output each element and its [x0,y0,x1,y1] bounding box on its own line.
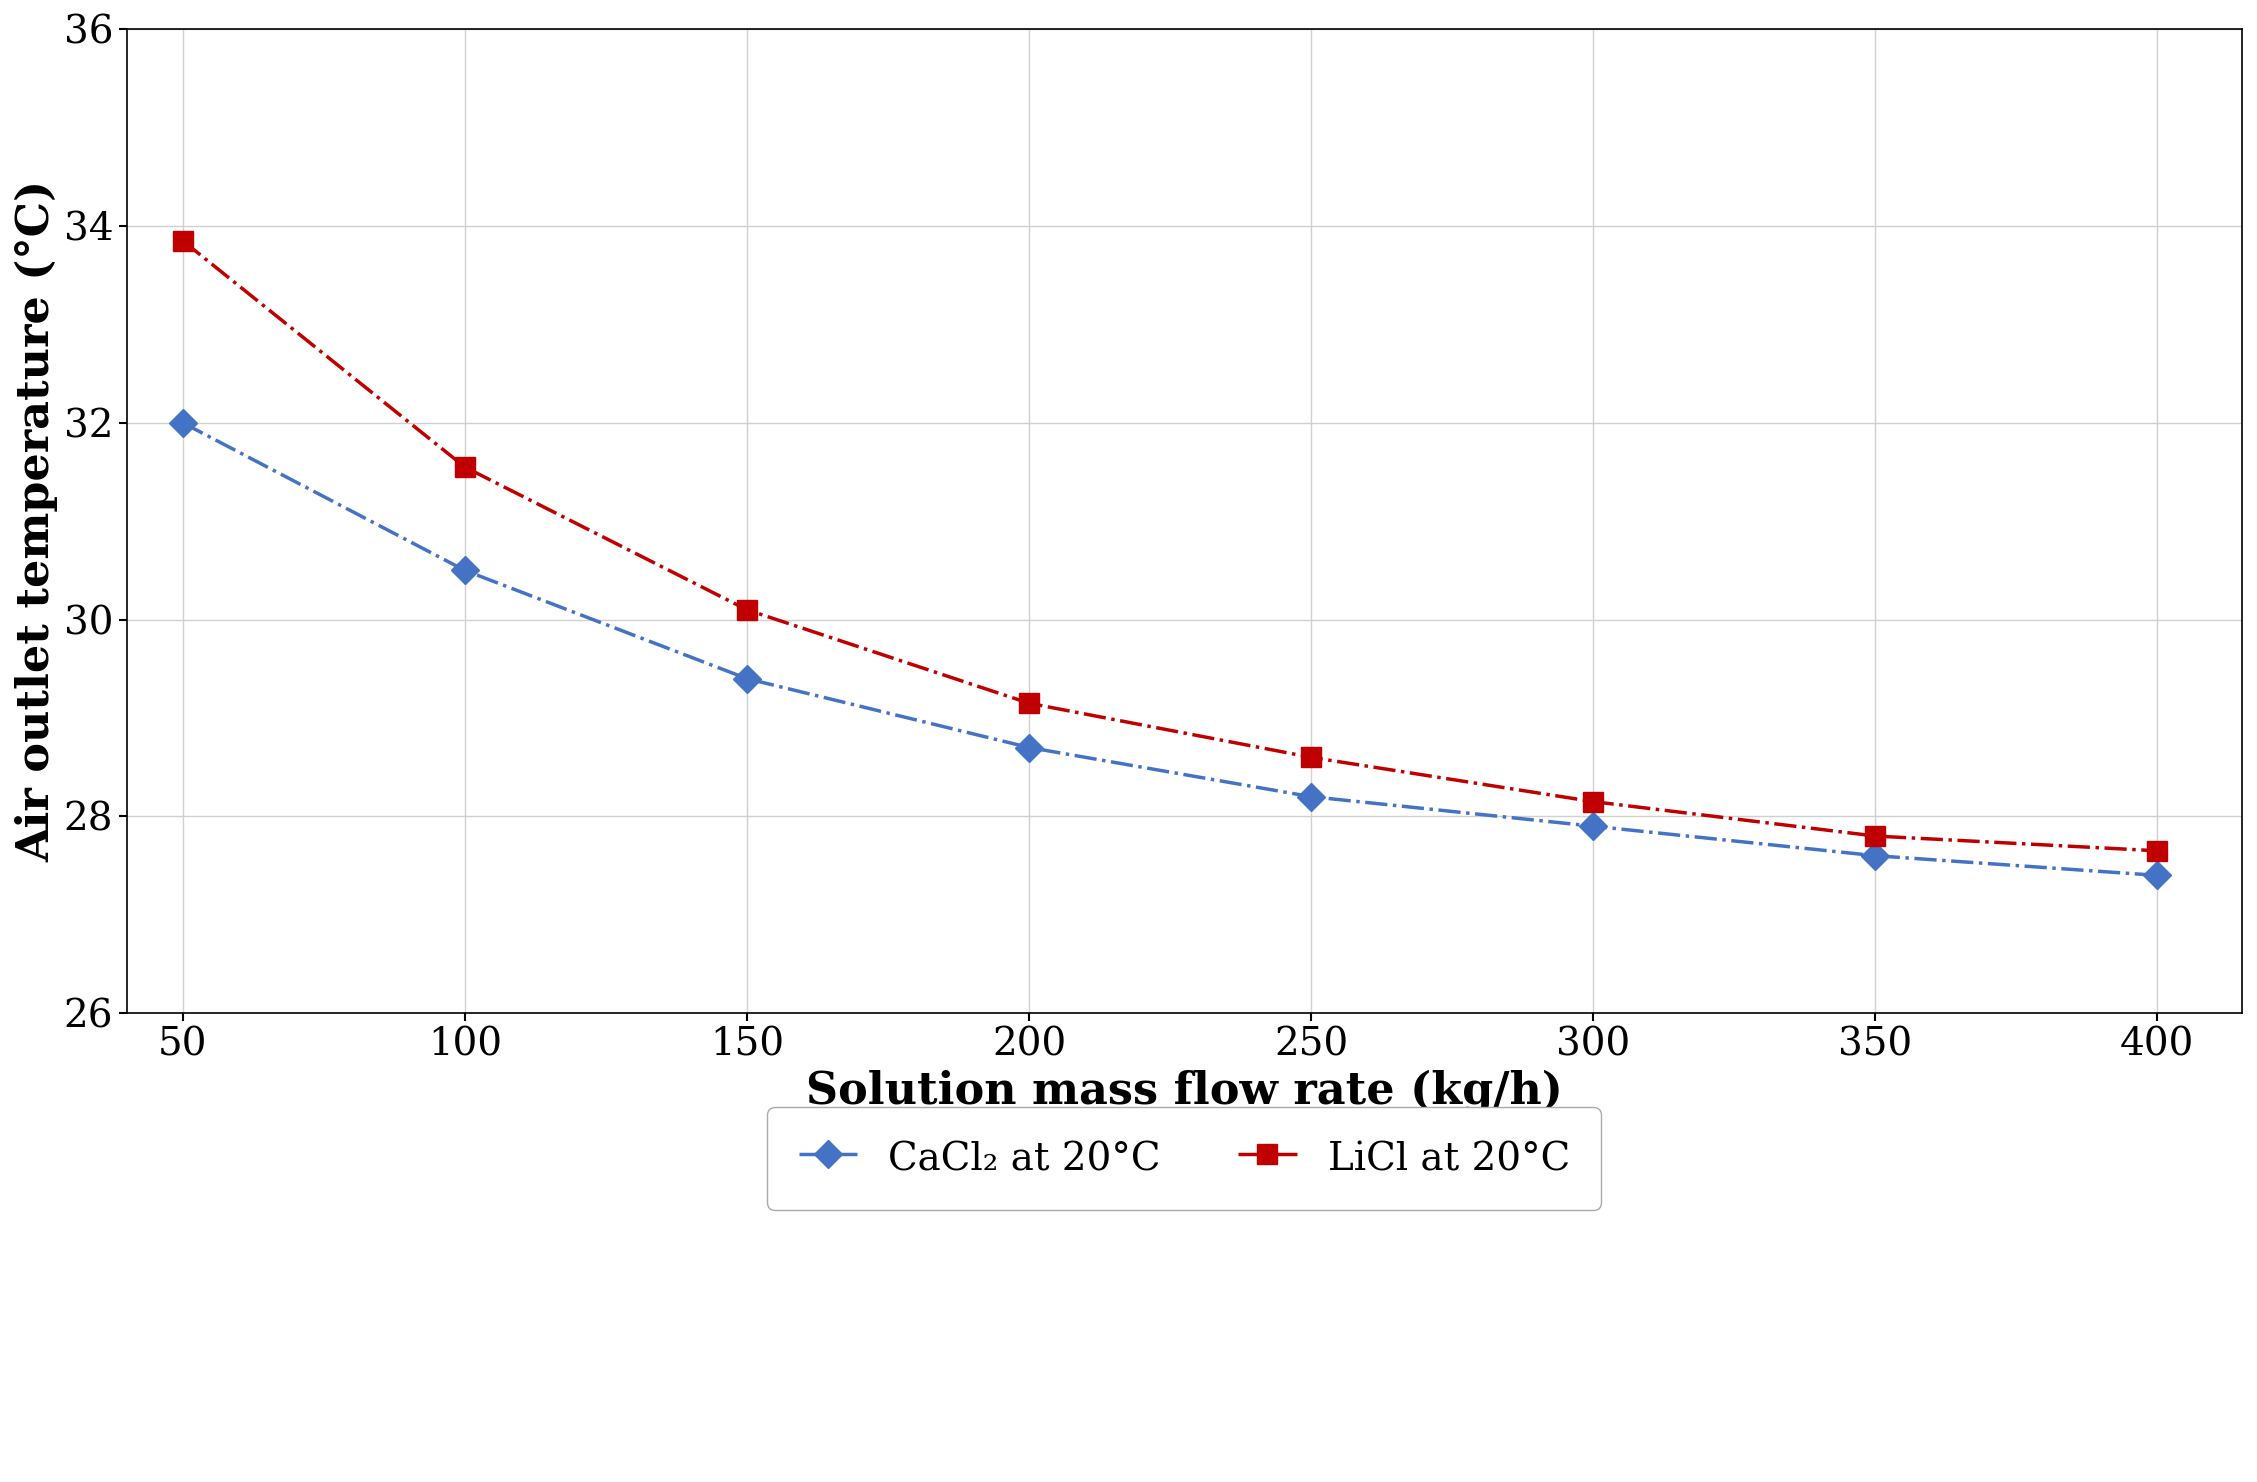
Y-axis label: Air outlet temperature (°C): Air outlet temperature (°C) [16,181,59,863]
CaCl₂ at 20°C [1862,846,1889,864]
CaCl₂ at 20°C [169,413,196,431]
Line: LiCl at 20°C: LiCl at 20°C [174,231,2167,861]
LiCl at 20°C [1580,793,1607,811]
LiCl at 20°C [2144,842,2171,860]
LiCl at 20°C [1298,748,1325,766]
CaCl₂ at 20°C [1016,738,1043,756]
LiCl at 20°C [169,233,196,250]
LiCl at 20°C [1862,827,1889,845]
X-axis label: Solution mass flow rate (kg/h): Solution mass flow rate (kg/h) [806,1069,1562,1113]
Legend: CaCl₂ at 20°C, LiCl at 20°C: CaCl₂ at 20°C, LiCl at 20°C [767,1107,1600,1209]
LiCl at 20°C [1016,695,1043,713]
CaCl₂ at 20°C [734,670,761,688]
CaCl₂ at 20°C [451,562,478,579]
LiCl at 20°C [734,600,761,618]
CaCl₂ at 20°C [2144,867,2171,885]
LiCl at 20°C [451,458,478,476]
CaCl₂ at 20°C [1580,817,1607,834]
Line: CaCl₂ at 20°C: CaCl₂ at 20°C [174,413,2167,885]
CaCl₂ at 20°C [1298,788,1325,806]
